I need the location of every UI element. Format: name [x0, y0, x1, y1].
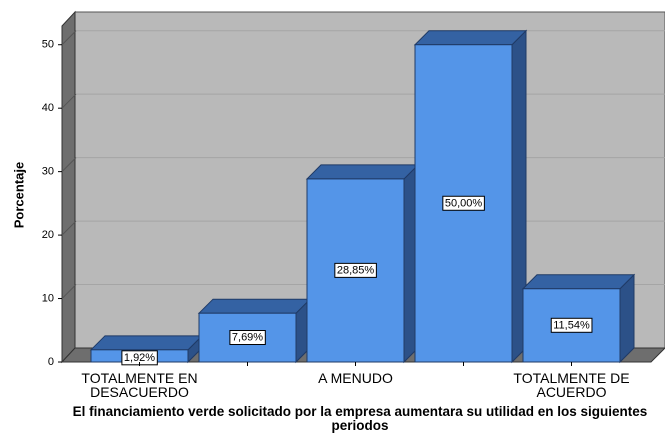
y-tick-label: 50: [42, 39, 54, 51]
chart-title: El financiamiento verde solicitado por l…: [72, 404, 648, 433]
data-label-box: [550, 317, 593, 333]
bar-top: [197, 298, 312, 314]
data-label: 7,69%: [232, 332, 263, 344]
x-tick-label: TOTALMENTE DE ACUERDO: [513, 370, 630, 400]
grid-line: [61, 30, 77, 46]
x-tick-label: TOTALMENTE EN DESACUERDO: [81, 370, 198, 400]
data-label: 50,00%: [445, 197, 483, 209]
bar-top: [521, 274, 636, 290]
grid-line: [61, 157, 77, 172]
grid-line: [61, 284, 77, 299]
data-label: 28,85%: [337, 264, 375, 276]
bar-top: [89, 335, 204, 351]
data-label-box: [334, 262, 377, 278]
data-label-box: [442, 195, 485, 211]
y-tick-label: 0: [48, 356, 54, 368]
y-tick-label: 30: [42, 166, 54, 178]
bar-side: [619, 273, 635, 364]
y-tick-label: 40: [42, 102, 54, 114]
bar-top: [305, 164, 420, 180]
y-tick-label: 10: [42, 292, 54, 304]
x-tick-label: A MENUDO: [318, 370, 393, 386]
left-wall: [61, 10, 76, 364]
data-label: 1,92%: [124, 352, 155, 364]
y-tick-label: 20: [42, 229, 54, 241]
bar-top: [413, 30, 528, 46]
data-label-box: [229, 330, 266, 346]
data-label: 11,54%: [553, 319, 590, 331]
y-axis-label: Porcentaje: [11, 162, 26, 228]
grid-line: [61, 220, 77, 236]
grid-line: [61, 93, 77, 109]
